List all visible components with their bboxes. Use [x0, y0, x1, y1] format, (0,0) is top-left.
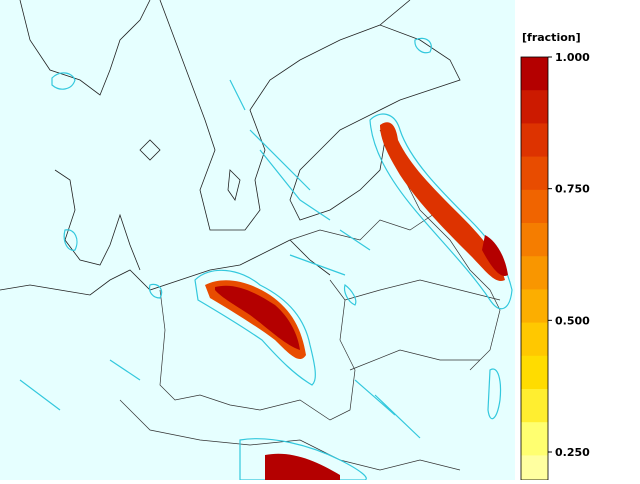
colorbar-title: [fraction]: [522, 31, 581, 44]
map-background: [0, 0, 515, 480]
coastline: [0, 239, 331, 296]
colorbar-band: [521, 322, 548, 357]
colorbar-tick-label: 0.500: [555, 314, 590, 327]
colorbar-band: [521, 422, 548, 456]
colorbar-tick-label: 0.750: [555, 183, 590, 196]
country-border: [119, 209, 501, 471]
colorbar-band: [521, 223, 548, 257]
map: [0, 0, 501, 471]
field-region: [369, 113, 513, 310]
colorbar-band: [521, 189, 548, 224]
field-region: [487, 368, 502, 420]
coastline: [289, 24, 461, 221]
colorbar-band: [521, 156, 548, 191]
colorbar-tick-label: 0.250: [555, 446, 590, 459]
colorbar-band: [521, 355, 548, 390]
colorbar: [fraction] 1.000 0.750 0.500 0.250: [520, 31, 590, 484]
coastline: [19, 0, 151, 96]
field-contour: [19, 79, 421, 439]
field-region: [380, 122, 505, 281]
coastline: [54, 169, 141, 271]
field-region: [215, 285, 300, 350]
colorbar-band: [521, 455, 548, 484]
field-region: [265, 453, 340, 480]
field-region: [51, 72, 76, 90]
colorbar-band: [521, 90, 548, 124]
field-region: [239, 438, 367, 481]
colorbar-band: [521, 57, 548, 91]
colorbar-band: [521, 123, 548, 158]
colorbar-band: [521, 389, 548, 423]
colorbar-band: [521, 289, 548, 324]
island: [139, 139, 241, 201]
colorbar-tick-label: 1.000: [555, 51, 590, 64]
coastline: [159, 0, 411, 231]
field-region: [194, 269, 316, 386]
fraction-field: [19, 37, 513, 481]
colorbar-band: [521, 256, 548, 290]
field-region: [482, 235, 508, 276]
field-region: [63, 37, 432, 306]
